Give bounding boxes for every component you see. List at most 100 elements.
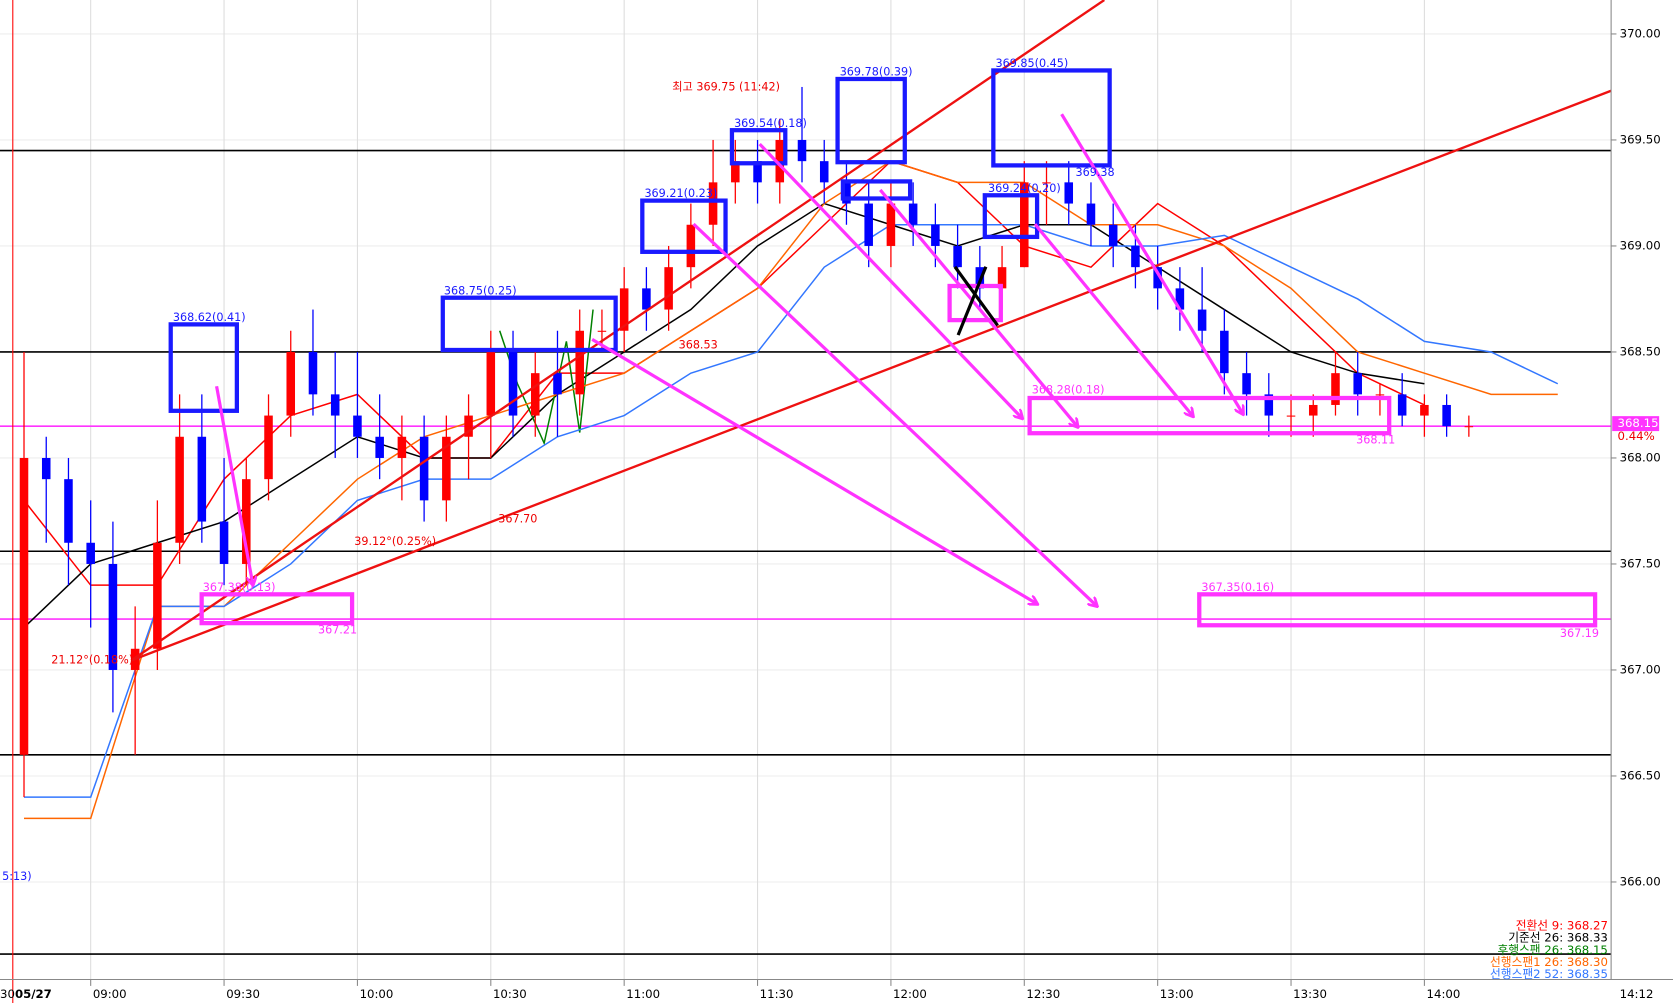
arrow	[215, 385, 253, 584]
box	[835, 76, 907, 165]
annotation: 367.35(0.16)	[1201, 581, 1274, 594]
cross-mark	[953, 265, 999, 336]
arrow	[1060, 113, 1243, 414]
candle-body	[664, 267, 673, 310]
candle-body	[1397, 394, 1407, 416]
annotation: 367.19	[1560, 627, 1599, 640]
x-tick-label: 10:00	[360, 987, 394, 1001]
candle-body	[553, 373, 562, 395]
candle-body	[908, 203, 918, 225]
magenta-marks	[199, 283, 1598, 628]
candle-body	[1131, 245, 1140, 268]
candle-body	[41, 457, 51, 480]
candle-body	[153, 542, 162, 649]
candle-body	[1264, 394, 1274, 416]
legend-entry: 후행스팬 26: 368.15	[1497, 943, 1607, 957]
x-tick-label: 13:00	[1160, 987, 1194, 1001]
candle-body	[1464, 426, 1474, 428]
last-change: 0.44%	[1618, 429, 1655, 443]
candle-body	[1064, 182, 1074, 204]
candle-body	[1020, 182, 1029, 268]
annotation: 369.24(0.20)	[988, 182, 1061, 195]
box	[440, 295, 618, 353]
candle-body	[1197, 309, 1207, 331]
arrow	[692, 222, 1097, 606]
x-tick-label: 12:30	[1026, 987, 1060, 1001]
x-label-partial: 30	[0, 987, 15, 1001]
candle-body	[1242, 373, 1251, 395]
arrow	[879, 188, 1077, 427]
last-price-box	[1612, 416, 1660, 432]
candle-body	[86, 542, 95, 564]
current-time: 14:12	[1620, 987, 1654, 1001]
box	[947, 283, 1003, 323]
arrow	[591, 337, 1037, 604]
annotation: 369.38	[1076, 166, 1115, 179]
candle-body	[264, 415, 273, 480]
candle-body	[797, 139, 807, 162]
x-tick-label: 13:30	[1293, 987, 1327, 1001]
box	[840, 179, 913, 201]
plot	[19, 86, 1559, 820]
axes: 30 05/27 14:12 366.00 366.50 367.00 367.50 3…	[0, 26, 1661, 1000]
candle-body	[1308, 404, 1318, 416]
trend-line	[130, 89, 1612, 662]
x-tick-label: 11:00	[626, 987, 660, 1001]
box	[199, 592, 355, 626]
candle-body	[886, 203, 896, 246]
candle-body	[731, 161, 740, 183]
candle-body	[508, 351, 518, 416]
candle-body	[1286, 415, 1296, 417]
cross-stroke	[956, 266, 988, 336]
annotation: 368.75(0.25)	[444, 284, 517, 297]
annotation: 368.11	[1356, 434, 1395, 447]
box	[729, 128, 788, 166]
y-tick-label: 367.00	[1620, 662, 1661, 676]
annotation: 367.38(0.13)	[203, 581, 276, 594]
blue-boxes	[168, 68, 1112, 413]
candle-body	[308, 351, 318, 395]
candle-body	[1353, 373, 1362, 395]
candle-body	[464, 415, 473, 437]
candle-body	[353, 415, 362, 437]
y-tick-label: 366.50	[1620, 768, 1661, 782]
candle-body	[530, 373, 540, 416]
candle-body	[419, 436, 429, 501]
candle-body	[1442, 404, 1451, 427]
box	[1027, 395, 1392, 436]
candle-body	[1420, 404, 1429, 416]
box	[991, 68, 1112, 168]
annotations: 최고 369.75 (11:42) 369.78(0.39) 369.85(0.…	[2, 57, 1599, 883]
candle-body	[108, 563, 118, 670]
candle-body	[708, 182, 718, 225]
annotation: 368.28(0.18)	[1032, 384, 1105, 397]
y-tick-label: 366.00	[1620, 874, 1661, 888]
annotation: 21.12°(0.18%)	[51, 653, 133, 666]
candle-body	[1042, 182, 1051, 184]
x-tick-label: 11:30	[760, 987, 794, 1001]
annotation: 369.54(0.18)	[734, 117, 807, 130]
candle-body	[1108, 224, 1118, 246]
annotation: 369.85(0.45)	[995, 57, 1068, 70]
annotation: 369.21(0.23)	[644, 187, 717, 200]
legend-entry: 전환선 9: 368.27	[1516, 919, 1608, 933]
candle-body	[1086, 203, 1096, 225]
box	[982, 193, 1040, 240]
x-tick-label: 10:30	[493, 987, 527, 1001]
annotation: 369.78(0.39)	[840, 66, 913, 79]
annotation: 367.70	[498, 513, 537, 526]
y-tick-label: 367.50	[1620, 556, 1661, 570]
candle-body	[64, 479, 73, 543]
candle-body	[486, 351, 496, 416]
candle-body	[931, 224, 940, 246]
candle-body	[997, 267, 1007, 289]
y-tick-label: 369.00	[1620, 238, 1661, 252]
annotation: 368.53	[679, 339, 718, 352]
annotation: 367.21	[318, 624, 357, 637]
arrow	[1033, 223, 1193, 416]
x-tick-label: 14:00	[1427, 987, 1461, 1001]
